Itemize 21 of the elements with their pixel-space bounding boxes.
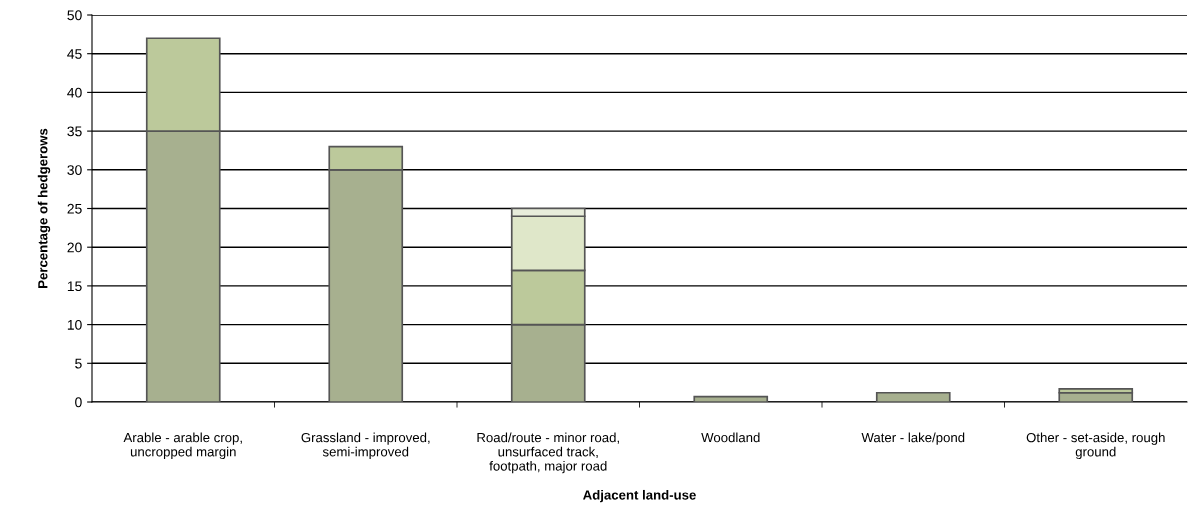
- x-axis-title: Adjacent land-use: [583, 489, 696, 503]
- bar: [693, 395, 769, 402]
- y-tick-label: 50: [67, 10, 82, 21]
- x-tick-label: Water - lake/pond: [861, 432, 965, 445]
- y-axis-title: Percentage of hedgerows: [37, 128, 51, 288]
- y-tick-label: 10: [67, 319, 82, 330]
- y-tick-label: 20: [67, 242, 82, 253]
- y-tick-label: 25: [67, 203, 82, 214]
- y-tick-label: 0: [75, 397, 82, 408]
- x-tick-label: Grassland - improved, semi-improved: [301, 432, 430, 460]
- x-tick-label: Arable - arable crop, uncropped margin: [123, 432, 242, 460]
- y-tick-label: 45: [67, 49, 82, 59]
- x-tick-label: Other - set-aside, rough ground: [1026, 432, 1165, 460]
- bar: [875, 391, 951, 402]
- x-tick-label: Road/route - minor road, unsurfaced track, footpath, major road: [477, 432, 619, 474]
- y-tick-label: 5: [75, 358, 82, 369]
- y-tick-label: 40: [67, 87, 82, 98]
- x-tick-label: Woodland: [701, 432, 760, 443]
- y-tick-label: 15: [67, 281, 82, 292]
- y-tick-label: 35: [67, 126, 82, 137]
- y-tick-label: 30: [67, 165, 82, 175]
